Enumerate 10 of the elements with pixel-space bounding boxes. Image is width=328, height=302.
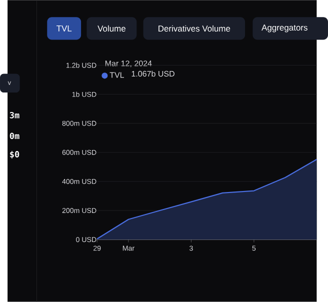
legend-label: TVL	[110, 72, 124, 78]
text: 3m	[10, 112, 20, 118]
text: 0m	[10, 132, 20, 140]
text: Aggregators	[262, 24, 308, 32]
annotation: 1.067b USD	[132, 70, 174, 77]
text: Volume	[98, 25, 126, 32]
text: TVL	[56, 26, 72, 32]
text: Derivatives Volume	[158, 25, 230, 32]
annotation: Mar 12, 2024	[105, 60, 152, 68]
text: $0	[10, 150, 20, 159]
